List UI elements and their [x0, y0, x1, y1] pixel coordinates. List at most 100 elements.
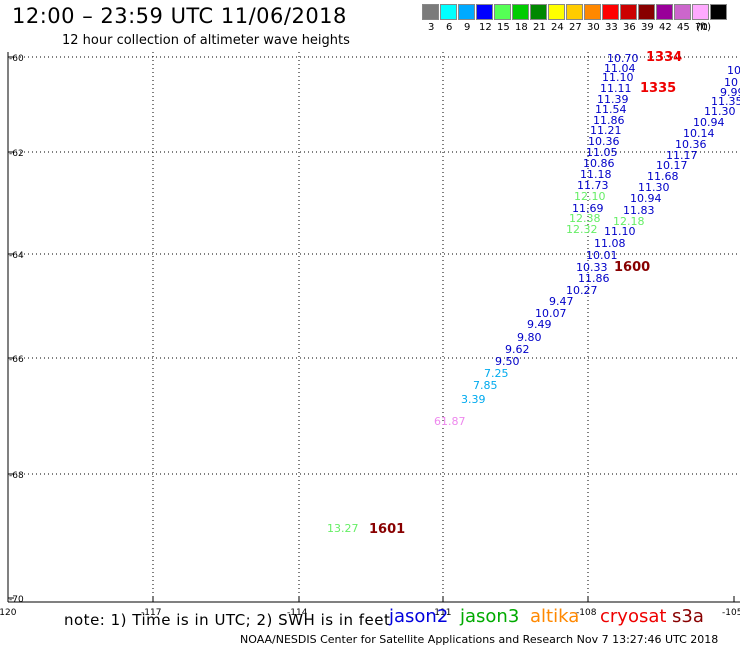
wave-height-label: 10.36: [675, 138, 707, 151]
wave-height-label: 11.05: [586, 146, 618, 159]
colorbar-swatch: [710, 4, 727, 20]
wave-height-label: 10: [727, 64, 740, 77]
wave-height-label: 13.27: [327, 522, 359, 535]
colorbar-swatch: [656, 4, 673, 20]
wave-height-label: 11.08: [594, 237, 626, 250]
colorbar-label: 39: [641, 22, 654, 33]
wave-height-label: 10.94: [693, 116, 725, 129]
satellite-legend-jason2: jason2: [389, 606, 449, 627]
lat-label: -70: [9, 595, 24, 605]
colorbar-label: 33: [605, 22, 618, 33]
wave-height-label: 10.14: [683, 127, 715, 140]
wave-height-label: 10.01: [586, 249, 618, 262]
colorbar-label: 18: [515, 22, 528, 33]
satellite-legend-jason3: jason3: [460, 606, 520, 627]
wave-height-label: 10.94: [630, 192, 662, 205]
colorbar-label: 42: [659, 22, 672, 33]
wave-height-label: 11.11: [600, 82, 632, 95]
wave-height-label: 10.33: [576, 261, 608, 274]
colorbar-label: 30: [587, 22, 600, 33]
colorbar-label: 9: [464, 22, 471, 33]
lon-label: -120: [0, 608, 17, 618]
wave-height-label: 12.10: [574, 190, 606, 203]
lon-label: -117: [141, 608, 161, 618]
wave-height-label: 12.38: [569, 212, 601, 225]
chart-title: 12:00 – 23:59 UTC 11/06/2018: [12, 4, 347, 28]
colorbar-swatch: [692, 4, 709, 20]
colorbar-swatch: [674, 4, 691, 20]
lat-label: -60: [9, 54, 24, 64]
colorbar-label: 27: [569, 22, 582, 33]
colorbar-unit: (ft): [696, 22, 712, 33]
lat-label: -66: [9, 355, 24, 365]
wave-height-label: 12.32: [566, 223, 598, 236]
colorbar-swatch: [476, 4, 493, 20]
wave-height-label: 9.47: [549, 295, 574, 308]
colorbar-label: 15: [497, 22, 510, 33]
colorbar-swatch: [638, 4, 655, 20]
wave-height-label: 61.87: [434, 415, 466, 428]
units-note: note: 1) Time is in UTC; 2) SWH is in fe…: [64, 611, 391, 629]
colorbar-swatch: [512, 4, 529, 20]
lat-label: -68: [9, 471, 24, 481]
wave-height-label: 11.83: [623, 204, 655, 217]
colorbar-swatch: [530, 4, 547, 20]
colorbar-label: 6: [446, 22, 453, 33]
wave-height-label: 10.17: [656, 159, 688, 172]
pass-time-label: 1335: [640, 81, 676, 96]
colorbar-label: 21: [533, 22, 546, 33]
wave-height-label: 11.86: [578, 272, 610, 285]
wave-height-label: 11.68: [647, 170, 679, 183]
colorbar-label: 12: [479, 22, 492, 33]
lat-label: -62: [9, 149, 24, 159]
wave-height-label: 10.07: [535, 307, 567, 320]
wave-height-label: 10.70: [607, 52, 639, 65]
pass-time-label: 1334: [646, 50, 682, 65]
colorbar-label: 24: [551, 22, 564, 33]
colorbar-legend: 3 6 9 12 15 18 21 24 27 30 33 36 39 42 45 70 (ft): [422, 4, 728, 38]
pass-time-label: 1600: [614, 260, 650, 275]
wave-height-label: 11.69: [572, 202, 604, 215]
colorbar-swatch: [584, 4, 601, 20]
wave-height-label: 11.17: [666, 149, 698, 162]
wave-height-label: 10.86: [583, 157, 615, 170]
wave-height-label: 11.73: [577, 179, 609, 192]
satellite-legend-altika: altika: [530, 606, 580, 627]
colorbar-swatch: [494, 4, 511, 20]
wave-height-label: 11.10: [604, 225, 636, 238]
colorbar-label: 70: [695, 22, 708, 33]
wave-height-label: 3.39: [461, 393, 486, 406]
wave-height-label: 11.18: [580, 168, 612, 181]
wave-height-label: 9.50: [495, 355, 520, 368]
wave-height-label: 11.30: [704, 105, 736, 118]
lon-label: -105: [722, 608, 740, 618]
wave-height-label: 11.54: [595, 103, 627, 116]
wave-height-label: 11.30: [638, 181, 670, 194]
wave-height-label: 7.25: [484, 367, 509, 380]
wave-height-label: 9.80: [517, 331, 542, 344]
colorbar-swatch: [440, 4, 457, 20]
satellite-legend-s3a: s3a: [672, 606, 704, 627]
wave-height-label: 11.04: [604, 62, 636, 75]
wave-height-label: 11.86: [593, 114, 625, 127]
colorbar-swatch: [458, 4, 475, 20]
wave-height-label: 11.10: [602, 71, 634, 84]
wave-height-label: 10: [724, 76, 738, 89]
footer-credit: NOAA/NESDIS Center for Satellite Applica…: [240, 633, 719, 646]
lon-label: -108: [576, 608, 597, 618]
wave-height-label: 9.99: [720, 86, 740, 99]
lat-label: -64: [9, 251, 24, 261]
wave-height-label: 10.27: [566, 284, 598, 297]
colorbar-swatch: [566, 4, 583, 20]
chart-subtitle: 12 hour collection of altimeter wave hei…: [62, 33, 350, 48]
wave-height-label: 9.62: [505, 343, 530, 356]
colorbar-label: 45: [677, 22, 690, 33]
wave-height-label: 9.49: [527, 318, 552, 331]
colorbar-swatch: [602, 4, 619, 20]
wave-height-label: 11.35: [711, 95, 740, 108]
wave-height-label: 12.18: [613, 215, 645, 228]
colorbar-swatch: [548, 4, 565, 20]
colorbar-label: 3: [428, 22, 435, 33]
lon-label: -114: [287, 608, 308, 618]
